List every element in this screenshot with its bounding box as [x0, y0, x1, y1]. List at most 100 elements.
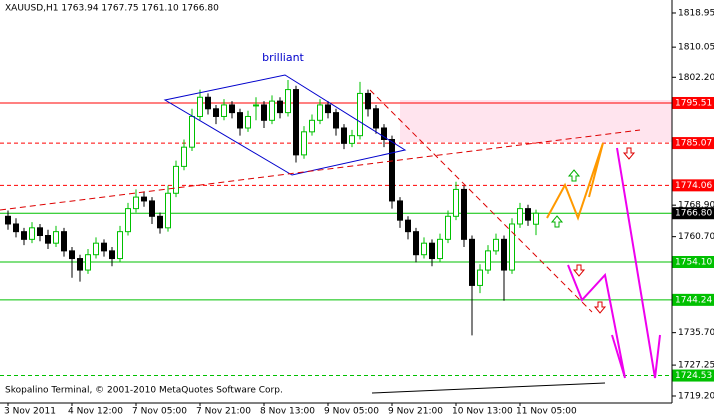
candle-body: [477, 269, 483, 286]
x-tick-label: 9 Nov 21:00: [388, 407, 443, 416]
forecast-path: [546, 142, 604, 221]
candle-body: [389, 139, 395, 202]
candle-body: [197, 96, 203, 117]
candle-body: [213, 108, 219, 117]
level-label-bg: [672, 293, 714, 306]
forecast-path: [616, 147, 661, 379]
diamond: [163, 74, 407, 176]
level-label-bg: [672, 255, 714, 268]
candle-body: [413, 231, 419, 256]
y-tick-label: 1802.20: [678, 73, 714, 83]
candle-body: [373, 108, 379, 129]
candle-body: [29, 227, 35, 240]
candle-body: [277, 100, 283, 114]
candle-body: [517, 208, 523, 225]
level-label-bg: [672, 96, 714, 109]
y-tick-label: 1727.25: [678, 361, 714, 371]
trendline: [0, 129, 641, 211]
candle-body: [237, 112, 243, 129]
candle-body: [109, 250, 115, 260]
zone: [400, 100, 672, 142]
level-label: 1766.80: [672, 207, 714, 220]
candle-body: [341, 127, 347, 144]
candle-body: [501, 238, 507, 271]
candle-body: [53, 231, 59, 244]
level-label-text: 1744.24: [675, 295, 712, 305]
footer: Skopalino Terminal, © 2001-2010 MetaQuot…: [5, 386, 283, 396]
candle-body: [69, 250, 75, 260]
candle-body: [245, 115, 251, 129]
candle-body: [189, 115, 195, 148]
level-label-bg: [672, 179, 714, 192]
candle-body: [493, 238, 499, 252]
candle-body: [157, 215, 163, 229]
x-tick-label: 3 Nov 2011: [4, 407, 56, 416]
candle-body: [421, 242, 427, 256]
candle-body: [149, 200, 155, 217]
x-tick-label: 10 Nov 13:00: [452, 407, 513, 416]
candle-body: [309, 119, 315, 133]
y-tick-label: 1818.95: [678, 8, 714, 18]
y-tick-label: 1760.70: [678, 232, 714, 242]
candle-body: [365, 92, 371, 110]
candle-body: [221, 104, 227, 117]
candle-body: [397, 200, 403, 221]
x-tick-label: 4 Nov 12:00: [68, 407, 123, 416]
candle-body: [5, 215, 11, 225]
candle-body: [325, 104, 331, 114]
candle-body: [461, 188, 467, 240]
level-label-bg: [672, 207, 714, 220]
x-tick-label: 8 Nov 13:00: [260, 407, 315, 416]
candle-body: [117, 231, 123, 260]
candle-body: [165, 192, 171, 229]
grid: 1818.95 1810.05 1802.20 1768.90 1760.70 1735.…: [4, 8, 714, 416]
candle-body: [485, 250, 491, 271]
candle-body: [301, 131, 307, 156]
candle-body: [45, 235, 51, 244]
level-label-text: 1766.80: [675, 209, 712, 219]
candle-body: [181, 146, 187, 167]
y-tick-label: 1810.05: [678, 43, 714, 53]
candle-body: [525, 208, 531, 221]
level-label-text: 1795.51: [675, 98, 712, 108]
candle-body: [453, 188, 459, 217]
candle-body: [445, 215, 451, 240]
candle-body: [21, 231, 27, 240]
candle-body: [285, 89, 291, 114]
candle-body: [253, 104, 259, 107]
candle-body: [13, 223, 19, 233]
level-label: 1795.51: [672, 96, 714, 109]
candle-body: [509, 223, 515, 271]
level-label: 1744.24: [672, 293, 714, 306]
x-tick-label: 11 Nov 05:00: [516, 407, 577, 416]
candle-body: [85, 254, 91, 271]
forecast-path: [567, 264, 626, 379]
level-label: 1774.06: [672, 179, 714, 192]
candle-body: [101, 242, 107, 252]
y-tick-label: 1735.70: [678, 328, 714, 338]
x-tick-label: 9 Nov 05:00: [324, 407, 379, 416]
candle-body: [93, 242, 99, 256]
down-arrows: [572, 147, 636, 314]
level-label-bg: [672, 137, 714, 150]
candle-body: [405, 219, 411, 233]
x-tick-label: 7 Nov 05:00: [132, 407, 187, 416]
level-label-text: 1754.10: [675, 257, 712, 267]
candle-body: [125, 208, 131, 233]
x-tick-label: 7 Nov 21:00: [196, 407, 251, 416]
level-label-text: 1724.53: [675, 371, 712, 381]
level-label: 1754.10: [672, 255, 714, 268]
level-label-bg: [672, 369, 714, 382]
candles: [5, 79, 539, 336]
candle-body: [269, 100, 275, 121]
candle-body: [293, 89, 299, 156]
candle-body: [229, 104, 235, 114]
trendline: [369, 89, 593, 313]
candle-body: [205, 96, 211, 110]
candle-body: [77, 258, 83, 271]
y-tick-label: 1719.20: [678, 392, 714, 402]
candle-body: [469, 238, 475, 286]
trendline: [371, 382, 606, 394]
